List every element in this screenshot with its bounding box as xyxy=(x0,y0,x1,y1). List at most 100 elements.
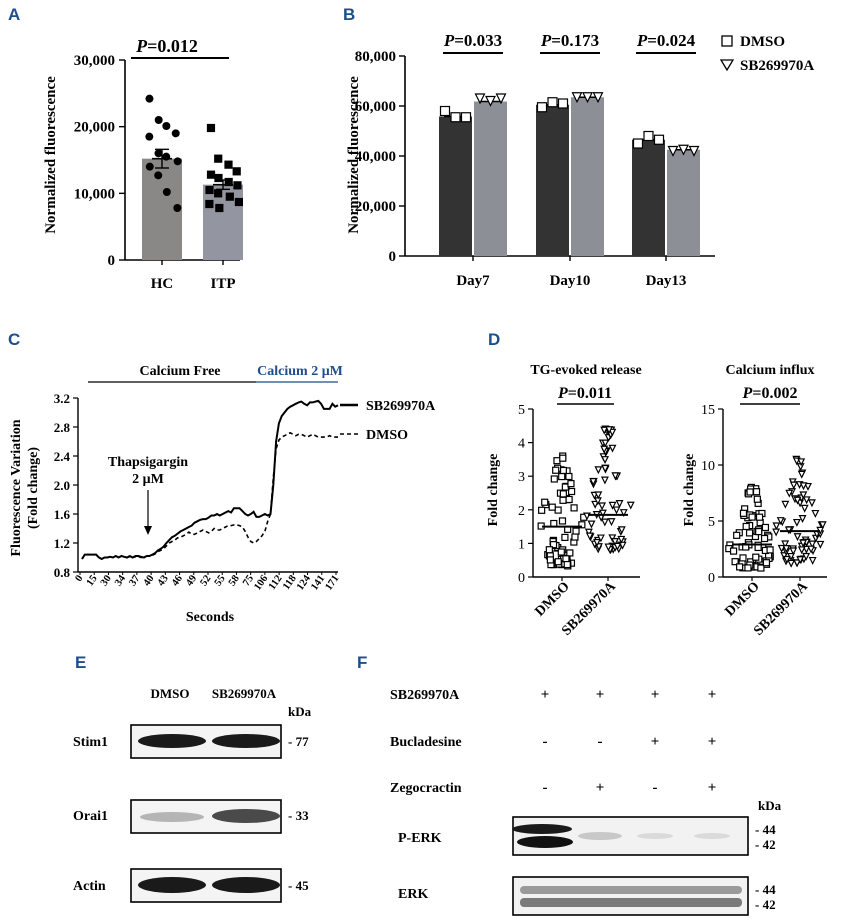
point-sb xyxy=(785,489,794,498)
panel-c-ylabel-2: (Fold change) xyxy=(26,447,41,529)
pvalue-label: P=0.173 xyxy=(540,31,599,50)
point-dmso xyxy=(439,105,451,117)
calcium-2-label: Calcium 2 μM xyxy=(257,364,343,379)
y-tick-label: 80,000 xyxy=(355,49,396,65)
point-dmso xyxy=(755,513,764,521)
condition-label: Bucladesine xyxy=(390,735,462,750)
y-tick-label: 30,000 xyxy=(74,53,115,69)
point-sb xyxy=(598,502,607,511)
y-tick-label: 1.6 xyxy=(54,507,71,522)
point-dmso xyxy=(757,564,765,572)
erk-band-42 xyxy=(520,898,742,907)
point-dmso xyxy=(536,102,548,113)
point-dmso xyxy=(557,548,565,556)
y-tick-label: 1 xyxy=(518,537,525,552)
calcium-free-label: Calcium Free xyxy=(140,364,221,379)
point-sb xyxy=(799,539,808,548)
x-tick-label: 34 xyxy=(113,573,128,589)
point-sb xyxy=(605,426,614,435)
point-hc xyxy=(173,157,182,166)
point-sb xyxy=(600,445,609,454)
y-tick-label: 2 xyxy=(518,504,525,519)
point-dmso xyxy=(632,138,644,149)
point-sb xyxy=(781,500,790,509)
point-sb xyxy=(601,456,610,465)
point-dmso xyxy=(541,498,549,506)
point-dmso xyxy=(748,513,756,521)
panel-c-axes: 0.8 1.2 1.6 2.0 2.4 2.8 3.2 0 15 30 34 37 40 43 46 49 52… xyxy=(54,391,342,593)
point-dmso xyxy=(744,564,752,572)
point-sb xyxy=(571,92,583,104)
legend-sb: SB269970A xyxy=(740,58,814,74)
x-tick-label: 118 xyxy=(281,573,299,592)
point-sb xyxy=(776,517,785,526)
point-dmso xyxy=(554,506,562,514)
point-hc xyxy=(154,149,163,158)
panel-b-axes: 0 20,000 40,000 60,000 80,000 Day7 P=0.033 Day1… xyxy=(355,31,715,289)
thapsigargin-dose: 2 μM xyxy=(132,472,164,487)
x-tick-label: 37 xyxy=(127,573,142,588)
point-dmso xyxy=(552,466,560,474)
point-sb xyxy=(582,92,593,104)
point-itp xyxy=(214,154,223,163)
panel-d-left-p: P=0.011 xyxy=(557,385,612,402)
y-tick-label: 15 xyxy=(701,403,715,418)
point-sb xyxy=(608,501,617,510)
erk-kda-42: - 42 xyxy=(755,897,776,912)
point-dmso xyxy=(548,503,556,511)
point-dmso xyxy=(736,563,744,571)
point-hc xyxy=(145,132,154,141)
legend-sb-line: SB269970A xyxy=(366,399,436,414)
point-sb xyxy=(626,501,635,510)
point-sb xyxy=(600,518,609,527)
x-tick-label: 46 xyxy=(170,573,185,588)
point-dmso xyxy=(545,546,553,554)
point-dmso xyxy=(755,527,763,536)
point-itp xyxy=(232,167,241,176)
point-dmso xyxy=(739,554,747,562)
point-sb xyxy=(585,532,594,541)
point-dmso xyxy=(559,454,567,462)
x-tick-label: Day13 xyxy=(646,273,687,289)
orai1-kda: - 33 xyxy=(288,808,309,823)
point-hc xyxy=(162,188,171,196)
point-dmso xyxy=(742,522,750,531)
point-sb xyxy=(611,538,620,546)
panel-d-right-title: Calcium influx xyxy=(725,363,814,378)
stim1-band-2 xyxy=(212,734,280,748)
x-tick-label: ITP xyxy=(210,276,235,292)
point-itp xyxy=(205,185,214,195)
x-tick-label: 0 xyxy=(73,573,85,584)
condition-sign: - xyxy=(598,734,603,750)
perk-band-faint-3 xyxy=(637,833,673,839)
point-hc xyxy=(162,152,171,161)
point-hc xyxy=(145,162,154,171)
panel-e-label: E xyxy=(75,653,86,672)
point-dmso xyxy=(643,130,654,142)
y-tick-label: 40,000 xyxy=(355,149,396,165)
point-sb xyxy=(804,482,812,491)
point-sb xyxy=(789,547,798,556)
point-dmso xyxy=(653,134,665,145)
condition-sign: + xyxy=(708,780,717,796)
point-sb xyxy=(796,556,805,565)
point-sb xyxy=(607,518,616,527)
perk-kda-42: - 42 xyxy=(755,837,776,852)
point-sb xyxy=(793,533,802,542)
point-dmso xyxy=(570,504,578,512)
point-hc xyxy=(162,122,171,130)
point-dmso xyxy=(559,496,567,504)
point-sb xyxy=(792,518,801,527)
y-tick-label: 60,000 xyxy=(355,99,396,115)
point-dmso xyxy=(549,541,558,549)
point-dmso xyxy=(566,549,574,557)
bar xyxy=(203,184,243,260)
erk-label: ERK xyxy=(398,887,428,902)
point-dmso xyxy=(752,488,761,496)
point-sb xyxy=(592,92,604,104)
point-dmso xyxy=(733,531,741,539)
point-sb xyxy=(772,528,781,537)
point-dmso xyxy=(571,533,579,541)
stim1-band-1 xyxy=(138,734,206,748)
